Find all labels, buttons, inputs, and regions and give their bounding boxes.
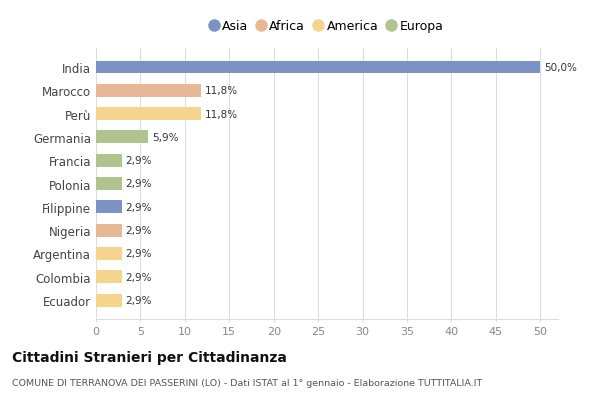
Legend: Asia, Africa, America, Europa: Asia, Africa, America, Europa [208,18,446,36]
Text: 50,0%: 50,0% [544,63,577,73]
Text: 2,9%: 2,9% [125,202,152,212]
Bar [96,154,122,167]
Text: COMUNE DI TERRANOVA DEI PASSERINI (LO) - Dati ISTAT al 1° gennaio - Elaborazione: COMUNE DI TERRANOVA DEI PASSERINI (LO) -… [12,378,482,387]
Text: 2,9%: 2,9% [125,156,152,166]
Text: 5,9%: 5,9% [152,133,178,142]
Text: 2,9%: 2,9% [125,272,152,282]
Text: Cittadini Stranieri per Cittadinanza: Cittadini Stranieri per Cittadinanza [12,350,287,364]
Bar [96,85,201,97]
Bar [96,294,122,307]
Bar [96,201,122,214]
Bar [96,271,122,283]
Bar [96,178,122,191]
Text: 2,9%: 2,9% [125,249,152,259]
Bar [96,61,540,74]
Bar [96,247,122,260]
Text: 2,9%: 2,9% [125,226,152,236]
Text: 2,9%: 2,9% [125,295,152,306]
Text: 2,9%: 2,9% [125,179,152,189]
Text: 11,8%: 11,8% [205,109,238,119]
Bar [96,131,148,144]
Bar [96,224,122,237]
Text: 11,8%: 11,8% [205,86,238,96]
Bar [96,108,201,121]
